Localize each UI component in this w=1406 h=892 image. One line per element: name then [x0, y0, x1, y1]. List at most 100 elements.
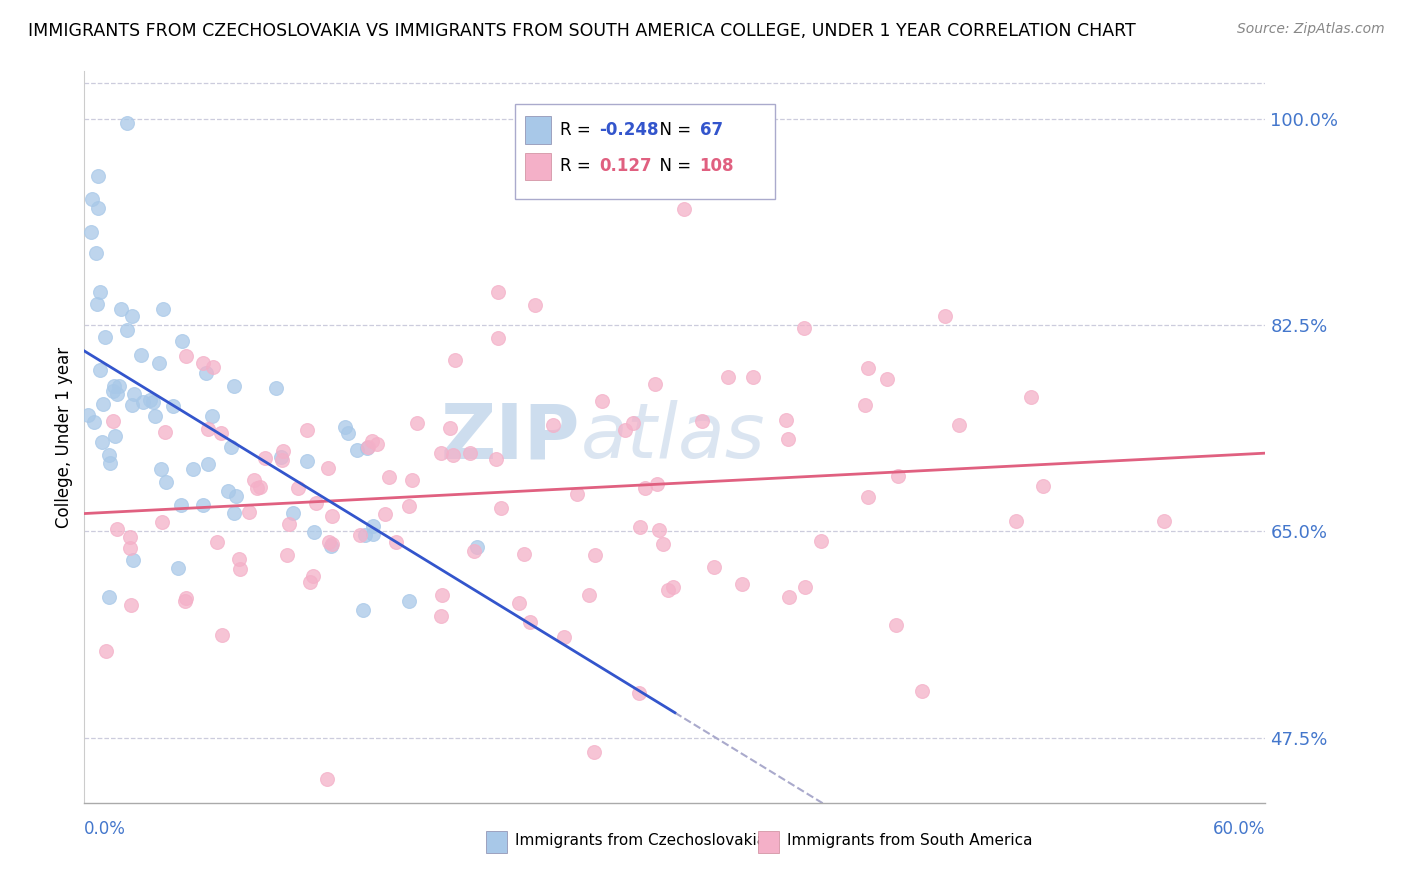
- Point: [149, 462, 172, 476]
- Point: [488, 331, 510, 345]
- Point: [90, 434, 112, 449]
- Point: [703, 560, 725, 574]
- Point: [321, 537, 343, 551]
- Text: Immigrants from South America: Immigrants from South America: [787, 833, 1032, 848]
- Point: [628, 519, 651, 533]
- Point: [108, 378, 131, 392]
- Point: [378, 470, 401, 484]
- Point: [122, 386, 145, 401]
- Point: [644, 377, 666, 392]
- Point: [222, 507, 245, 521]
- Point: [115, 323, 138, 337]
- Bar: [524, 153, 551, 180]
- Point: [553, 630, 575, 644]
- Text: 0.127: 0.127: [599, 158, 652, 176]
- Point: [439, 421, 461, 435]
- Point: [94, 329, 117, 343]
- Point: [465, 540, 488, 554]
- Text: N =: N =: [650, 121, 696, 139]
- Point: [98, 456, 121, 470]
- Point: [83, 415, 105, 429]
- Point: [648, 523, 671, 537]
- Point: [91, 397, 114, 411]
- Point: [621, 416, 644, 430]
- Point: [143, 409, 166, 423]
- Point: [541, 417, 564, 432]
- Point: [512, 547, 534, 561]
- Point: [121, 399, 143, 413]
- Point: [384, 534, 406, 549]
- Text: N =: N =: [650, 158, 696, 176]
- Point: [662, 580, 685, 594]
- Point: [336, 425, 359, 440]
- Point: [110, 301, 132, 316]
- Point: [254, 451, 277, 466]
- Point: [103, 378, 125, 392]
- Point: [174, 349, 197, 363]
- Point: [349, 527, 371, 541]
- Point: [101, 384, 124, 399]
- Point: [271, 444, 294, 458]
- Point: [1153, 514, 1175, 528]
- Point: [742, 370, 765, 384]
- Point: [354, 528, 377, 542]
- Point: [441, 448, 464, 462]
- Point: [489, 500, 512, 515]
- Point: [591, 394, 613, 409]
- Bar: [524, 116, 551, 144]
- Point: [295, 423, 318, 437]
- Point: [298, 574, 321, 589]
- Point: [717, 370, 740, 384]
- Point: [153, 425, 176, 439]
- Point: [548, 131, 571, 145]
- Point: [361, 519, 384, 533]
- Point: [264, 381, 287, 395]
- Text: Source: ZipAtlas.com: Source: ZipAtlas.com: [1237, 22, 1385, 37]
- Point: [948, 418, 970, 433]
- Point: [194, 366, 217, 380]
- Point: [856, 490, 879, 504]
- Bar: [758, 830, 779, 853]
- Point: [361, 527, 384, 541]
- Point: [628, 686, 651, 700]
- Text: R =: R =: [561, 121, 596, 139]
- Y-axis label: College, Under 1 year: College, Under 1 year: [55, 346, 73, 528]
- Point: [87, 169, 110, 184]
- Point: [172, 334, 194, 348]
- Point: [361, 434, 384, 448]
- Point: [86, 246, 108, 260]
- Point: [80, 192, 103, 206]
- Point: [463, 544, 485, 558]
- Point: [211, 628, 233, 642]
- Point: [249, 480, 271, 494]
- Point: [398, 593, 420, 607]
- Point: [287, 481, 309, 495]
- Point: [162, 400, 184, 414]
- Point: [197, 422, 219, 436]
- Point: [614, 423, 637, 437]
- Point: [139, 392, 162, 407]
- Point: [373, 507, 395, 521]
- Point: [793, 321, 815, 335]
- Point: [315, 772, 337, 787]
- Point: [86, 297, 108, 311]
- Point: [356, 441, 378, 455]
- Point: [191, 498, 214, 512]
- Point: [89, 285, 111, 299]
- Point: [193, 356, 215, 370]
- FancyBboxPatch shape: [516, 104, 775, 200]
- Point: [120, 541, 142, 556]
- Point: [115, 116, 138, 130]
- Point: [222, 379, 245, 393]
- Point: [77, 408, 100, 422]
- Point: [209, 425, 232, 440]
- Point: [316, 461, 339, 475]
- Point: [87, 201, 110, 215]
- Point: [690, 414, 713, 428]
- Point: [97, 449, 120, 463]
- Point: [270, 452, 292, 467]
- Point: [225, 489, 247, 503]
- Point: [242, 474, 264, 488]
- Point: [645, 477, 668, 491]
- Text: ZIP: ZIP: [441, 401, 581, 474]
